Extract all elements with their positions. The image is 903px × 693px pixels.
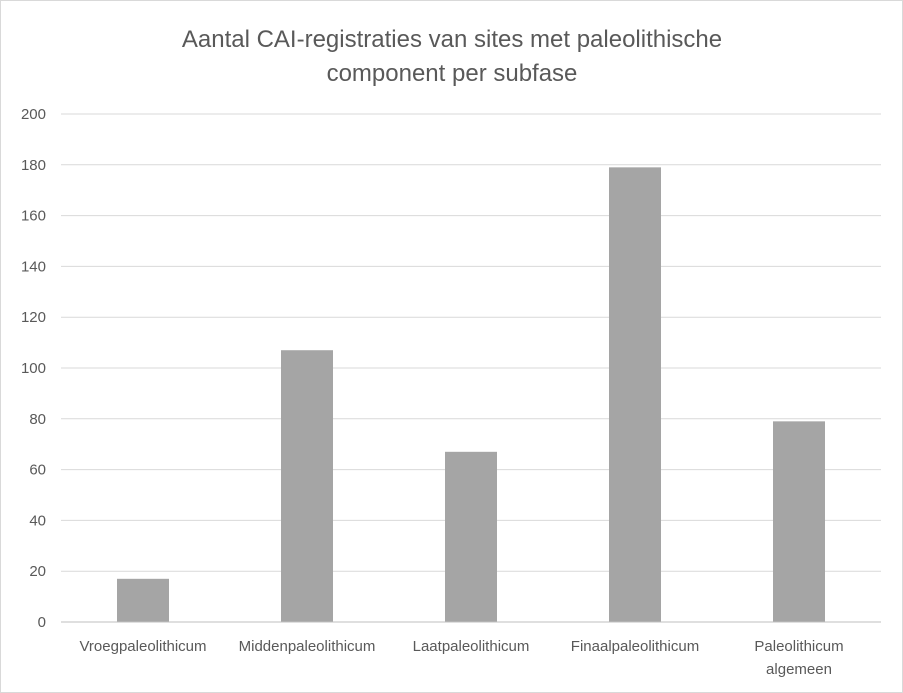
y-tick-label: 80	[29, 411, 46, 428]
y-tick-label: 40	[29, 512, 46, 529]
bar	[773, 421, 825, 622]
bar	[281, 350, 333, 622]
y-tick-label: 140	[21, 258, 46, 275]
y-tick-label: 200	[21, 106, 46, 123]
chart-title-line: component per subfase	[327, 60, 578, 87]
y-tick-label: 160	[21, 208, 46, 225]
chart-title-line: Aantal CAI-registraties van sites met pa…	[182, 26, 722, 53]
y-tick-label: 180	[21, 157, 46, 174]
bar	[609, 167, 661, 622]
bars	[117, 167, 825, 622]
y-tick-label: 20	[29, 563, 46, 580]
chart-title: Aantal CAI-registraties van sites met pa…	[182, 26, 722, 87]
x-category-label: Finaalpaleolithicum	[571, 638, 699, 655]
x-category-label: Vroegpaleolithicum	[79, 638, 206, 655]
bar	[445, 451, 497, 622]
y-tick-label: 60	[29, 462, 46, 479]
y-tick-label: 120	[21, 309, 46, 326]
y-tick-label: 100	[21, 360, 46, 377]
x-category-label: Laatpaleolithicum	[413, 638, 530, 655]
x-category-label: Middenpaleolithicum	[239, 638, 376, 655]
y-axis-ticks: 0 20 40 60 80 100 120 140 160 180 200	[21, 106, 46, 631]
bar	[117, 578, 169, 622]
x-category-label: algemeen	[766, 661, 832, 678]
x-axis-categories: Vroegpaleolithicum Middenpaleolithicum Laa…	[79, 638, 843, 678]
gridlines	[61, 113, 881, 572]
y-tick-label: 0	[38, 614, 46, 631]
x-category-label: Paleolithicum	[754, 638, 843, 655]
